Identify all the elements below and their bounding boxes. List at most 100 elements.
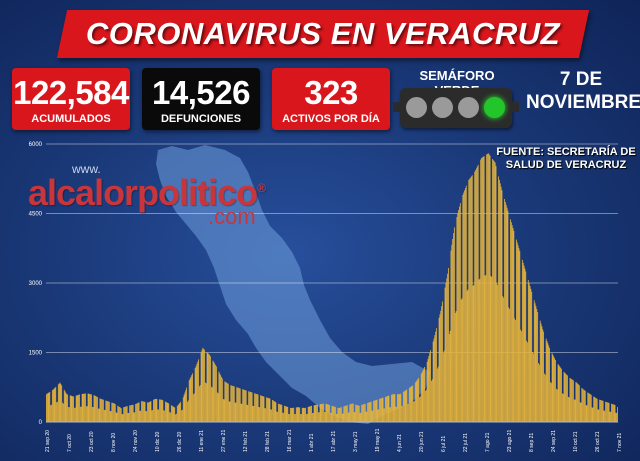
bar: [56, 402, 57, 422]
bar: [476, 168, 477, 422]
bar: [331, 405, 333, 422]
bar: [174, 407, 176, 422]
bar: [270, 409, 272, 422]
bar: [386, 396, 388, 422]
x-tick-label: 7 ago 21: [485, 432, 491, 452]
bar: [457, 213, 459, 422]
bar: [280, 404, 282, 423]
bar: [232, 386, 234, 422]
bar: [67, 394, 69, 422]
bar: [258, 407, 260, 422]
bar: [99, 398, 101, 422]
bar: [211, 387, 213, 422]
bar: [286, 406, 288, 422]
bar: [355, 404, 357, 423]
stat-accumulated: 122,584 ACUMULADOS: [12, 68, 130, 130]
bar: [482, 156, 484, 423]
bar: [568, 397, 570, 422]
bar: [186, 387, 188, 422]
bar: [193, 393, 195, 422]
bar: [562, 393, 564, 422]
bar: [511, 225, 513, 422]
bar: [256, 394, 258, 422]
bar: [200, 352, 202, 422]
bar: [435, 331, 437, 422]
bar: [575, 382, 577, 422]
bar: [489, 155, 491, 422]
bar: [144, 401, 146, 422]
bar: [465, 185, 467, 422]
bar: [97, 396, 98, 422]
bar: [239, 388, 241, 422]
bar: [412, 385, 414, 422]
watermark-brand-text: alcalorpolitico: [28, 172, 258, 213]
bar: [133, 412, 135, 422]
bar: [572, 380, 574, 422]
bar: [469, 178, 471, 422]
bar: [324, 411, 326, 422]
source-line2: SALUD DE VERACRUZ: [505, 159, 627, 171]
bar: [567, 375, 568, 422]
watermark-reg: ®: [257, 181, 266, 195]
x-tick-label: 4 jun 21: [397, 434, 403, 452]
bar: [107, 401, 108, 422]
bar: [312, 412, 313, 422]
bar: [523, 265, 525, 423]
bar: [53, 388, 55, 422]
bar: [289, 407, 291, 422]
bar: [226, 382, 227, 422]
bar: [247, 404, 249, 422]
bar: [393, 394, 395, 422]
bar: [48, 392, 50, 422]
bar: [118, 406, 120, 422]
bar: [594, 397, 595, 422]
bar: [356, 404, 358, 422]
bar: [204, 382, 206, 422]
bar: [410, 386, 412, 422]
bar: [70, 395, 72, 422]
bar: [274, 401, 276, 422]
bar: [146, 411, 148, 422]
bar: [508, 307, 510, 422]
bar: [589, 393, 590, 422]
bar: [592, 407, 594, 422]
bar: [604, 410, 606, 422]
bar: [215, 366, 217, 422]
bar: [617, 407, 618, 422]
x-tick-label: 8 sep 21: [529, 433, 535, 452]
bar: [173, 406, 175, 422]
bar: [264, 408, 266, 422]
bar: [125, 406, 126, 422]
bar: [338, 408, 340, 422]
bar: [414, 400, 415, 422]
bar: [581, 387, 583, 422]
bar: [108, 401, 109, 422]
bar: [596, 398, 598, 422]
bar: [357, 405, 359, 422]
bar: [359, 412, 361, 422]
bar: [321, 403, 323, 422]
bar: [498, 176, 499, 422]
bar: [542, 329, 544, 422]
bar: [91, 394, 92, 422]
bar: [65, 392, 67, 422]
bar: [125, 406, 127, 422]
bar: [326, 404, 328, 422]
bar: [414, 382, 416, 422]
bar: [309, 406, 311, 422]
bar: [358, 405, 360, 422]
bar: [156, 399, 158, 422]
bar: [128, 412, 130, 422]
bar: [287, 406, 289, 422]
bar: [385, 396, 386, 422]
bar: [525, 271, 527, 422]
bar: [606, 402, 608, 422]
bar: [157, 409, 159, 422]
x-tick-label: 24 sep 21: [551, 430, 557, 452]
bar: [160, 399, 162, 422]
bar: [570, 378, 572, 422]
bar: [475, 170, 477, 422]
bar: [278, 403, 279, 422]
bar: [556, 389, 558, 422]
bar: [292, 407, 294, 422]
